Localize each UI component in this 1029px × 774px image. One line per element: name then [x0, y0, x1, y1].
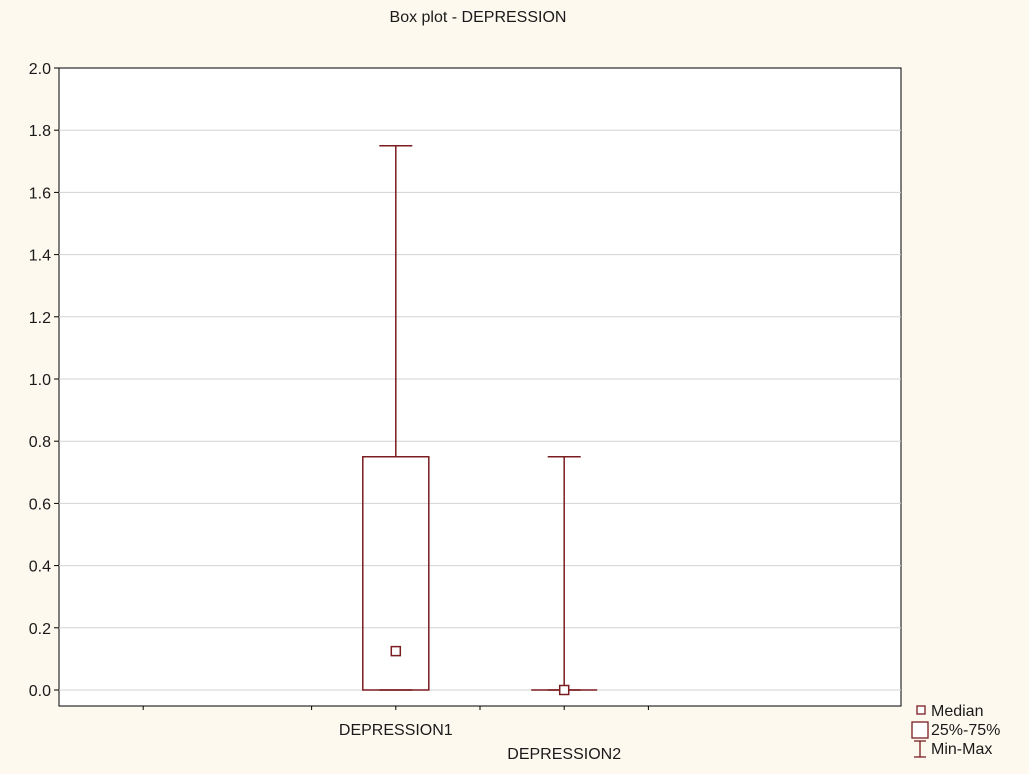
x-axis: DEPRESSION1 DEPRESSION2 [142, 706, 649, 763]
y-tick-label: 1.4 [29, 248, 51, 265]
median-marker [390, 645, 402, 657]
box-depression2 [531, 456, 598, 696]
legend-label: 25%-75% [931, 722, 1000, 739]
legend-item-box: 25%-75% [911, 721, 1000, 739]
legend-item-whisker: Min-Max [914, 740, 992, 758]
iqr-box [362, 456, 430, 691]
y-tick-label: 0.8 [29, 434, 51, 451]
legend-box-swatch [911, 721, 929, 739]
box-series [362, 145, 598, 696]
y-tick-label: 1.8 [29, 123, 51, 140]
box-depression1 [362, 145, 430, 691]
y-tick-label: 1.0 [29, 372, 51, 389]
chart-title: Box plot - DEPRESSION [390, 9, 567, 26]
legend-whisker-swatch [914, 740, 926, 758]
y-tick-label: 2.0 [29, 61, 51, 78]
legend: Median 25%-75% Min-Max [911, 703, 1000, 758]
x-tick-label: DEPRESSION1 [339, 722, 453, 739]
legend-label: Median [931, 703, 983, 720]
legend-median-swatch [916, 705, 926, 715]
legend-item-median: Median [916, 703, 983, 720]
median-marker [558, 684, 570, 696]
y-tick-label: 0.0 [29, 683, 51, 700]
plot-area [58, 67, 902, 707]
y-tick-label: 0.4 [29, 559, 51, 576]
gridlines [59, 129, 901, 691]
x-tick-label: DEPRESSION2 [507, 746, 621, 763]
y-tick-label: 1.2 [29, 310, 51, 327]
y-tick-label: 0.6 [29, 496, 51, 513]
y-axis: 0.0 0.2 0.4 0.6 0.8 1.0 1.2 1.4 1.6 1.8 2.0 [29, 61, 59, 700]
legend-label: Min-Max [931, 741, 992, 758]
y-tick-label: 1.6 [29, 185, 51, 202]
y-tick-label: 0.2 [29, 621, 51, 638]
